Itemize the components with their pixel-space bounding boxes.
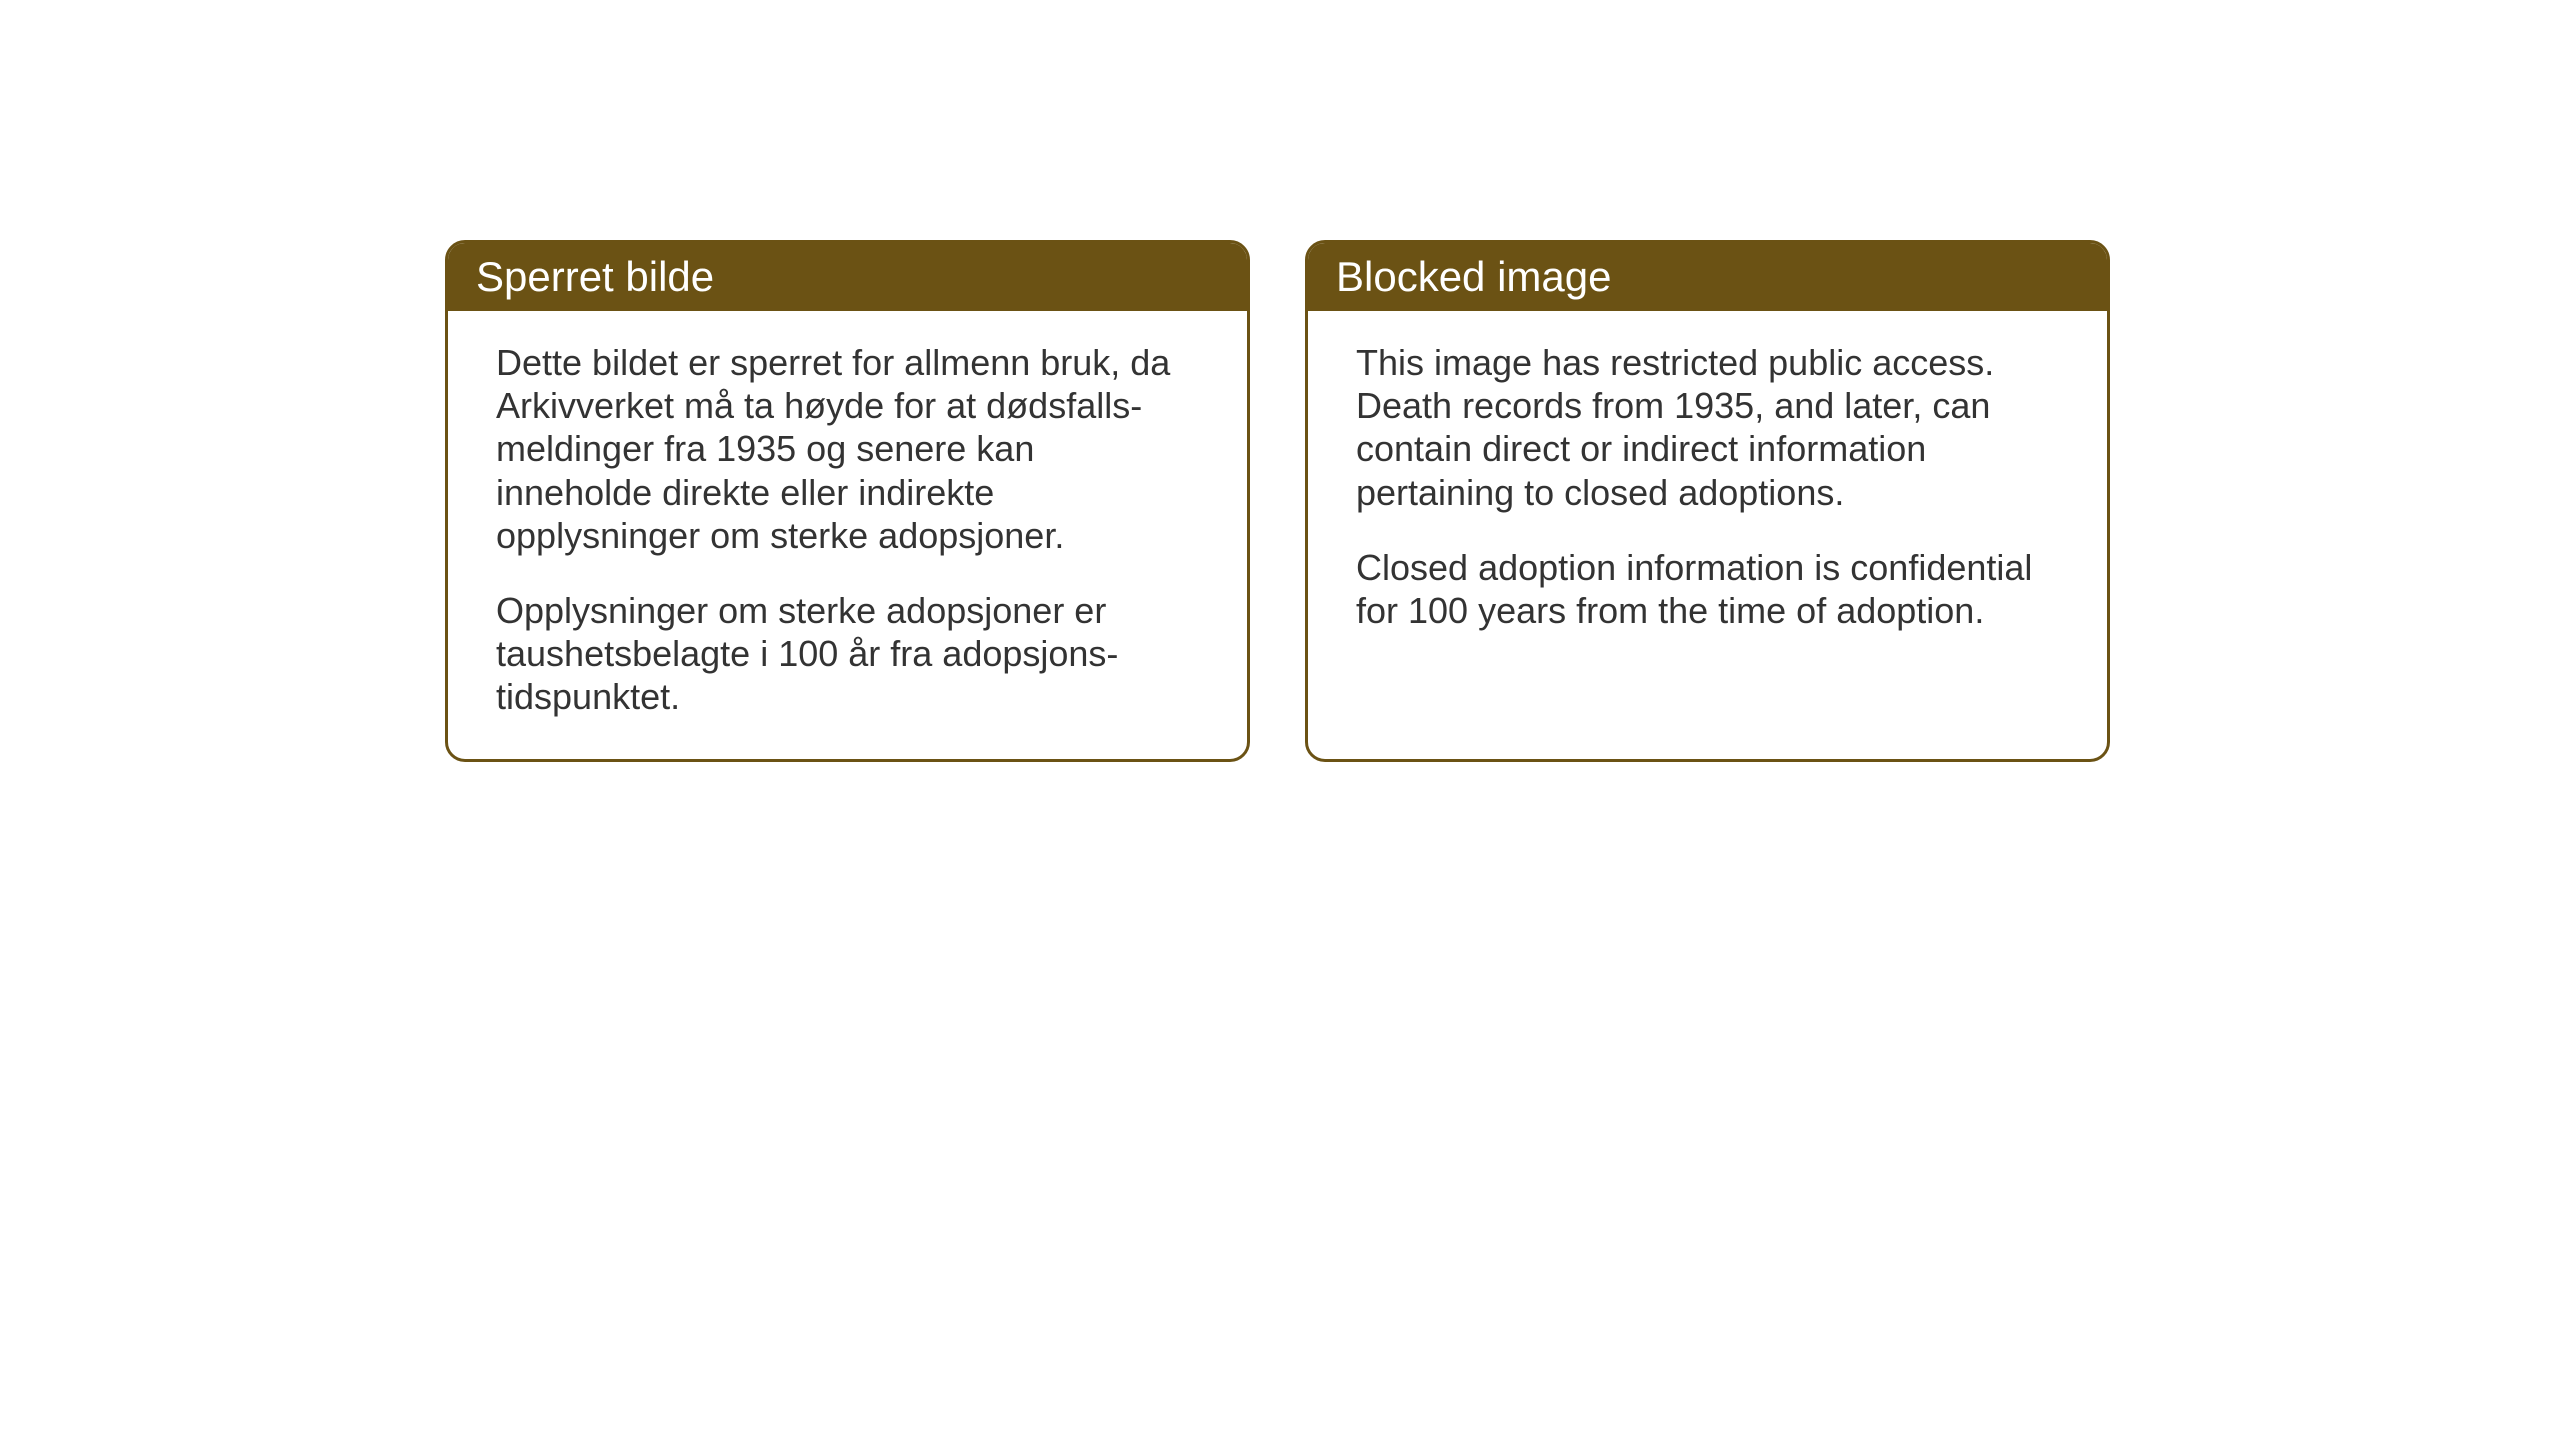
norwegian-notice-card: Sperret bilde Dette bildet er sperret fo… — [445, 240, 1250, 762]
english-paragraph-1: This image has restricted public access.… — [1356, 341, 2059, 514]
english-paragraph-2: Closed adoption information is confident… — [1356, 546, 2059, 632]
notice-container: Sperret bilde Dette bildet er sperret fo… — [445, 240, 2110, 762]
norwegian-paragraph-1: Dette bildet er sperret for allmenn bruk… — [496, 341, 1199, 557]
norwegian-card-body: Dette bildet er sperret for allmenn bruk… — [448, 311, 1247, 759]
norwegian-card-header: Sperret bilde — [448, 243, 1247, 311]
english-card-header: Blocked image — [1308, 243, 2107, 311]
norwegian-paragraph-2: Opplysninger om sterke adopsjoner er tau… — [496, 589, 1199, 719]
english-card-title: Blocked image — [1336, 253, 1611, 300]
english-card-body: This image has restricted public access.… — [1308, 311, 2107, 751]
english-notice-card: Blocked image This image has restricted … — [1305, 240, 2110, 762]
norwegian-card-title: Sperret bilde — [476, 253, 714, 300]
